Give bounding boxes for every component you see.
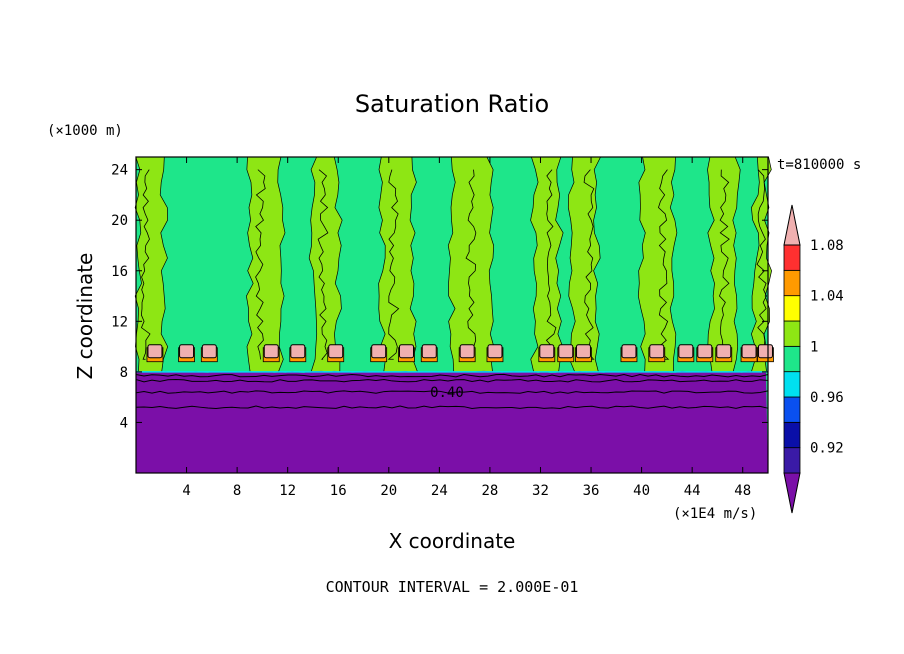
cell-pink: [263, 344, 279, 359]
x-tick-label: 32: [532, 483, 549, 499]
cell-pink: [328, 344, 344, 359]
cell-pink: [147, 344, 163, 359]
cell-pink: [398, 344, 414, 359]
colorbar-segment: [783, 320, 801, 347]
cell-pink: [539, 344, 555, 359]
y-tick-label: 4: [120, 415, 128, 431]
plot-area: 0.40: [134, 156, 774, 474]
cell-pink: [621, 344, 637, 359]
colorbar-segment: [783, 345, 801, 373]
contour-line: [317, 169, 329, 360]
dry-layer: [136, 370, 768, 473]
cell-pink: [487, 344, 503, 359]
x-tick-label: 16: [330, 483, 347, 499]
dry-contour-line: [135, 378, 769, 383]
x-tick-label: 4: [182, 483, 190, 499]
y-tick-label: 12: [111, 314, 128, 330]
contour-value-label: 0.40: [430, 385, 464, 401]
colorbar-segment: [783, 204, 801, 246]
colorbar: 0.92 0.96 1 1.04 1.08: [783, 204, 844, 514]
x-tick-label: 8: [233, 483, 241, 499]
contour-line: [387, 169, 400, 360]
cell-pink: [649, 344, 665, 359]
x-axis-label: X coordinate: [389, 529, 516, 553]
cell-pink: [179, 344, 195, 359]
colorbar-label: 0.96: [810, 390, 844, 406]
contour-line: [756, 169, 767, 360]
x-tick-label: 12: [279, 483, 296, 499]
colorbar-segment: [783, 295, 801, 322]
plot-frame: [135, 156, 769, 474]
x-tick-label: 44: [684, 483, 701, 499]
lime-band: [378, 156, 419, 373]
lime-band: [447, 156, 495, 373]
chart-title: Saturation Ratio: [355, 90, 549, 118]
x-tick-label: 24: [431, 483, 448, 499]
y-tick-label: 8: [120, 365, 128, 381]
y-tick-label: 24: [111, 163, 128, 179]
cell-pink: [757, 344, 773, 359]
cell-pink: [558, 344, 574, 359]
cell-pink: [716, 344, 732, 359]
colorbar-label: 1: [810, 339, 818, 355]
x-unit-label: (×1E4 m/s): [673, 506, 757, 522]
cell-pink: [371, 344, 387, 359]
contour-line: [719, 169, 730, 360]
contour-line: [658, 169, 670, 360]
x-tick-label: 20: [380, 483, 397, 499]
x-tick-label: 36: [583, 483, 600, 499]
y-unit-label: (×1000 m): [47, 123, 123, 139]
dry-contour-line: [135, 405, 769, 409]
colorbar-label: 1.08: [810, 238, 844, 254]
dry-contour-line: [135, 390, 769, 394]
cell-pink: [678, 344, 694, 359]
lime-band: [637, 156, 678, 373]
colorbar-segment: [783, 396, 801, 423]
contour-interval-note: CONTOUR INTERVAL = 2.000E-01: [326, 578, 579, 596]
colorbar-segment: [783, 371, 801, 398]
contour-line: [545, 169, 557, 360]
lime-band: [567, 156, 602, 373]
cell-pink: [741, 344, 757, 359]
colorbar-label: 0.92: [810, 441, 844, 457]
contour-line: [583, 169, 595, 360]
colorbar-segment: [783, 421, 801, 449]
cell-pink: [697, 344, 713, 359]
time-label: t=810000 s: [777, 157, 861, 173]
lime-band: [246, 156, 286, 373]
colorbar-segment: [783, 244, 801, 271]
cell-pink: [459, 344, 475, 359]
x-tick-label: 28: [481, 483, 498, 499]
dry-contour-line: [135, 373, 769, 378]
x-tick-label: 40: [633, 483, 650, 499]
cell-pink: [421, 344, 437, 359]
y-tick-label: 16: [111, 264, 128, 280]
colorbar-segment: [783, 472, 801, 514]
contour-line: [255, 169, 266, 360]
cell-pink: [290, 344, 306, 359]
y-tick-label: 20: [111, 213, 128, 229]
cell-pink: [201, 344, 217, 359]
cell-pink: [575, 344, 591, 359]
contour-line: [465, 169, 477, 360]
colorbar-segment: [783, 447, 801, 474]
colorbar-segment: [783, 269, 801, 297]
y-axis-label: Z coordinate: [73, 253, 97, 380]
contour-line: [140, 169, 151, 360]
x-tick-label: 48: [734, 483, 751, 499]
colorbar-label: 1.04: [810, 289, 844, 305]
